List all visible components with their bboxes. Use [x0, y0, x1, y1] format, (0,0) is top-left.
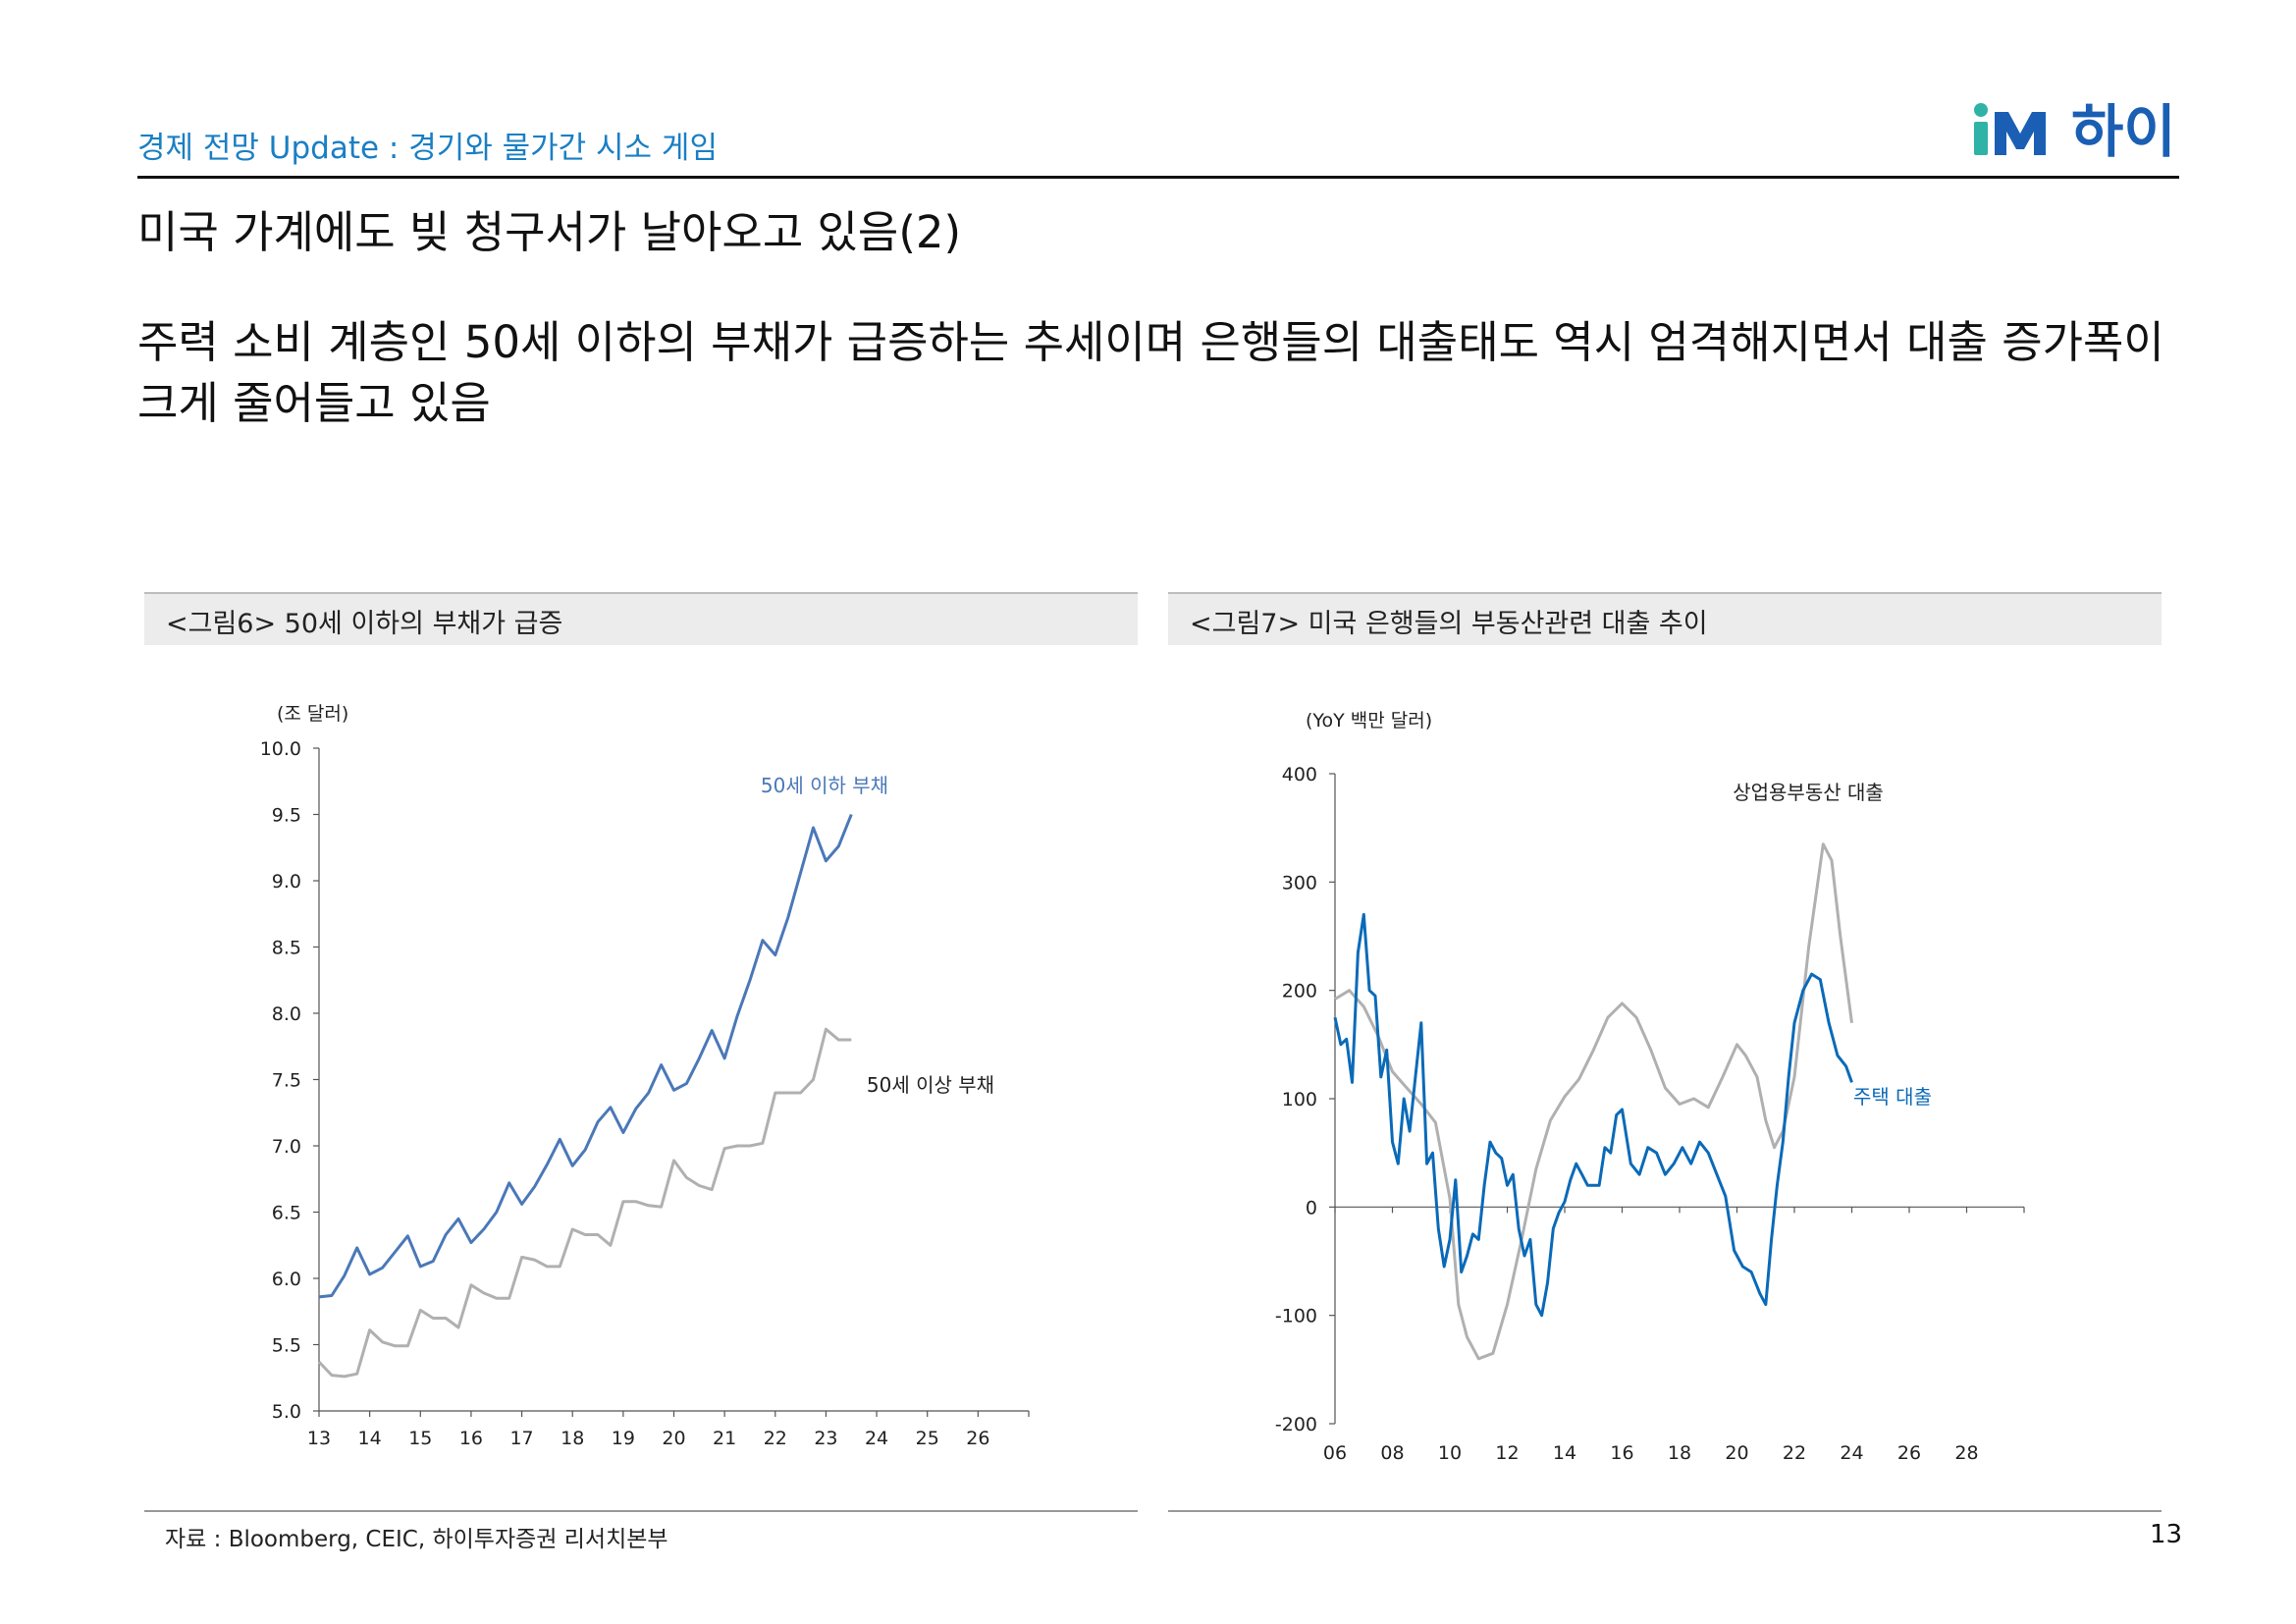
chart-debt-by-age: (조 달러) 5.0 5.5 6.0 6.5 7.0 7.5 8.0 8.5 9.0 9.5 10.…: [260, 703, 1030, 1449]
chart1-y-tick-label: 5.5: [272, 1335, 301, 1357]
chart1-x-tick-label: 22: [764, 1428, 787, 1449]
chart1-x-tick-label: 14: [358, 1428, 382, 1449]
chart1-y-tick-label: 6.5: [272, 1203, 301, 1224]
chart2-x-tick-label: 10: [1438, 1442, 1462, 1463]
chart2-y-tick-label: 300: [1282, 872, 1317, 893]
chart2-series-line-0: [1334, 842, 1853, 1361]
chart1-y-tick-label: 8.5: [272, 938, 301, 959]
chart1-x-tick-label: 21: [713, 1428, 736, 1449]
chart2-y-tick-label: -100: [1275, 1306, 1317, 1327]
chart2-x-tick-label: 16: [1610, 1442, 1633, 1463]
chart1-x-tick-label: 13: [307, 1428, 331, 1449]
chart1-y-tick-label: 8.0: [272, 1003, 301, 1025]
chart2-series-line-1: [1333, 912, 1853, 1318]
chart1-series-line-1: [317, 1027, 852, 1379]
chart1-x-tick-label: 24: [865, 1428, 888, 1449]
figure7-header: <그림7> 미국 은행들의 부동산관련 대출 추이: [1168, 592, 2162, 645]
chart2-y-tick-label: 0: [1306, 1197, 1317, 1218]
figure6-label: <그림6> 50세 이하의 부채가 급증: [166, 609, 563, 639]
chart2-x-tick-label: 24: [1840, 1442, 1863, 1463]
chart1-y-tick-label: 7.5: [272, 1070, 301, 1092]
chart1-y-tick-label: 7.0: [272, 1136, 301, 1158]
chart2-x-tick-label: 18: [1668, 1442, 1691, 1463]
chart2-y-tick-label: 100: [1282, 1089, 1317, 1110]
chart2-y-tick-label: -200: [1275, 1414, 1317, 1435]
chart2-x-tick-label: 28: [1954, 1442, 1978, 1463]
im-logo-icon: [1974, 103, 2046, 155]
figure6-header: <그림6> 50세 이하의 부채가 급증: [144, 592, 1138, 645]
chart2-x-tick-label: 20: [1725, 1442, 1748, 1463]
chart2-series-label-commercial: 상업용부동산 대출: [1733, 781, 1884, 804]
chart1-series-label-over50: 50세 이상 부채: [867, 1073, 994, 1097]
chart2-series-label-housing: 주택 대출: [1853, 1085, 1932, 1109]
chart1-x-tick-label: 20: [662, 1428, 685, 1449]
chart1-x-tick-label: 23: [814, 1428, 837, 1449]
chart1-x-tick-label: 18: [561, 1428, 584, 1449]
report-header-subtitle: 경제 전망 Update : 경기와 물가간 시소 게임: [137, 131, 718, 166]
logo-text: 하이: [2071, 98, 2176, 165]
chart1-y-tick-label: 10.0: [260, 738, 301, 760]
chart1-y-tick-label: 9.5: [272, 805, 301, 827]
chart2-y-tick-label: 400: [1282, 764, 1317, 785]
chart-real-estate-loans: (YoY 백만 달러) -200 -100 0 100 200 300 400 06 08 10 1…: [1275, 710, 2025, 1463]
chart1-x-tick-label: 25: [916, 1428, 939, 1449]
chart2-x-tick-label: 08: [1380, 1442, 1404, 1463]
chart1-x-tick-label: 17: [509, 1428, 533, 1449]
chart2-x-tick-label: 06: [1323, 1442, 1347, 1463]
chart2-x-tick-label: 22: [1783, 1442, 1806, 1463]
slide-title: 미국 가계에도 빚 청구서가 날아오고 있음(2): [137, 206, 962, 258]
chart1-y-tick-label: 5.0: [272, 1401, 301, 1423]
chart1-x-tick-label: 26: [966, 1428, 989, 1449]
chart1-series-label-under50: 50세 이하 부채: [761, 774, 888, 797]
chart2-x-tick-label: 26: [1897, 1442, 1921, 1463]
source-note: 자료 : Bloomberg, CEIC, 하이투자증권 리서치본부: [165, 1527, 668, 1552]
footer-divider-left: [144, 1510, 1138, 1512]
chart2-x-tick-label: 14: [1553, 1442, 1576, 1463]
chart1-x-tick-label: 16: [459, 1428, 483, 1449]
slide-summary: 주력 소비 계층인 50세 이하의 부채가 급증하는 추세이며 은행들의 대출태…: [137, 316, 2164, 429]
header-divider: [137, 176, 2179, 179]
footer-divider-right: [1168, 1510, 2162, 1512]
chart1-series-line-0: [318, 813, 853, 1299]
figure7-label: <그림7> 미국 은행들의 부동산관련 대출 추이: [1190, 609, 1708, 639]
chart1-x-tick-label: 15: [408, 1428, 432, 1449]
chart2-y-tick-label: 200: [1282, 981, 1317, 1002]
chart1-x-tick-label: 19: [612, 1428, 635, 1449]
chart1-unit-label: (조 달러): [277, 703, 348, 725]
chart1-y-tick-label: 9.0: [272, 871, 301, 893]
chart1-y-tick-label: 6.0: [272, 1269, 301, 1290]
chart2-x-tick-label: 12: [1495, 1442, 1519, 1463]
page-number: 13: [2150, 1520, 2183, 1549]
chart2-unit-label: (YoY 백만 달러): [1306, 710, 1432, 731]
